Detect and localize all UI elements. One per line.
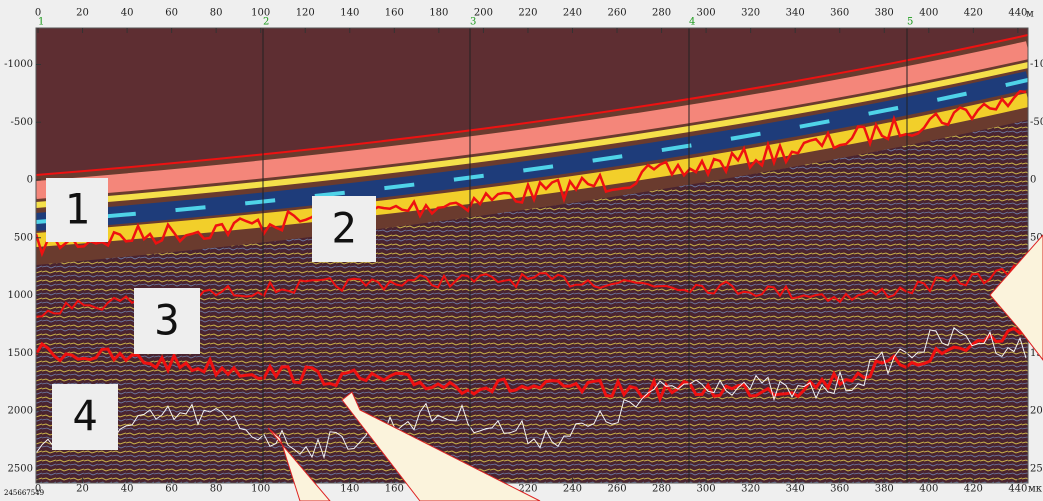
marker-label: 4: [689, 17, 695, 28]
x-tick-label: 80: [210, 484, 223, 495]
y2-tick-label: 150: [1030, 348, 1043, 359]
arrow: [267, 427, 331, 501]
x-tick-label: 340: [786, 484, 805, 495]
y-tick-label: 2500: [8, 463, 33, 474]
x-tick-label: 40: [121, 484, 134, 495]
y-tick-label: 2000: [8, 406, 33, 417]
y2-tick-label: 0: [1030, 175, 1036, 186]
x-tick-label: 80: [210, 8, 223, 19]
marker-label: 5: [907, 17, 913, 28]
x-tick-label: 140: [340, 8, 359, 19]
layer-box: [52, 384, 118, 450]
x-tick-label: 440: [1008, 484, 1027, 495]
x-tick-label: 20: [76, 484, 89, 495]
x-tick-label: 0: [35, 484, 41, 495]
x-tick-label: 160: [385, 484, 404, 495]
x-tick-label: 300: [697, 8, 716, 19]
x-tick-label: 60: [165, 484, 178, 495]
x-tick-label: 260: [607, 8, 626, 19]
x-tick-label: 120: [296, 8, 315, 19]
x-tick-label: 220: [518, 484, 537, 495]
y-tick-label: 0: [27, 175, 33, 186]
x-tick-label: 20: [76, 8, 89, 19]
layer-label: 2: [331, 204, 356, 253]
unit-label: мк: [1028, 484, 1043, 495]
layer-box: [312, 196, 376, 262]
y-tick-label: 1500: [8, 348, 33, 359]
layer-label: 4: [72, 392, 97, 441]
x-tick-label: 260: [607, 484, 626, 495]
x-tick-label: 140: [340, 484, 359, 495]
x-tick-label: 280: [652, 484, 671, 495]
y2-tick-label: 200: [1030, 406, 1043, 417]
layer-label: 1: [64, 185, 89, 234]
x-tick-label: 380: [875, 8, 894, 19]
file-id: 245667549: [4, 489, 44, 497]
x-tick-label: 240: [563, 8, 582, 19]
marker-label: 3: [470, 17, 476, 28]
x-tick-label: 60: [165, 8, 178, 19]
marker-label: 1: [38, 17, 44, 28]
y2-tick-label: -500: [1030, 117, 1043, 128]
x-tick-label: 320: [741, 484, 760, 495]
x-tick-label: 200: [474, 8, 493, 19]
y-tick-label: -500: [11, 117, 33, 128]
x-tick-label: 100: [251, 8, 270, 19]
x-tick-label: 380: [875, 484, 894, 495]
x-tick-label: 300: [697, 484, 716, 495]
x-tick-label: 420: [964, 8, 983, 19]
x-tick-label: 280: [652, 8, 671, 19]
x-tick-label: 400: [919, 8, 938, 19]
x-tick-label: 180: [429, 8, 448, 19]
horizon-line: [36, 326, 1027, 404]
horizon-line: [36, 263, 1027, 318]
y-tick-label: -1000: [4, 59, 33, 70]
x-tick-label: 400: [919, 484, 938, 495]
unit-label: м: [1026, 9, 1034, 20]
x-tick-label: 100: [251, 484, 270, 495]
y-tick-label: 500: [14, 232, 33, 243]
x-tick-label: 320: [741, 8, 760, 19]
x-tick-label: 0: [35, 8, 41, 19]
layer-box: [46, 178, 108, 242]
layer-label: 3: [154, 296, 179, 345]
x-tick-label: 360: [830, 484, 849, 495]
x-tick-label: 360: [830, 8, 849, 19]
radargram: [36, 28, 1028, 483]
y2-tick-label: -10: [1030, 59, 1043, 70]
y2-tick-label: 500: [1030, 232, 1043, 243]
y2-tick-label: 250: [1030, 463, 1043, 474]
layer-box: [134, 288, 200, 354]
x-tick-label: 440: [1008, 8, 1027, 19]
x-tick-label: 40: [121, 8, 134, 19]
x-tick-label: 220: [518, 8, 537, 19]
x-tick-label: 340: [786, 8, 805, 19]
y-tick-label: 1000: [8, 290, 33, 301]
arrow: [341, 391, 541, 501]
marker-label: 2: [263, 17, 269, 28]
x-tick-label: 420: [964, 484, 983, 495]
horizon-line: [36, 326, 1027, 460]
arrow: [989, 234, 1043, 361]
x-tick-label: 160: [385, 8, 404, 19]
x-tick-label: 240: [563, 484, 582, 495]
horizon-line: [36, 89, 1027, 258]
